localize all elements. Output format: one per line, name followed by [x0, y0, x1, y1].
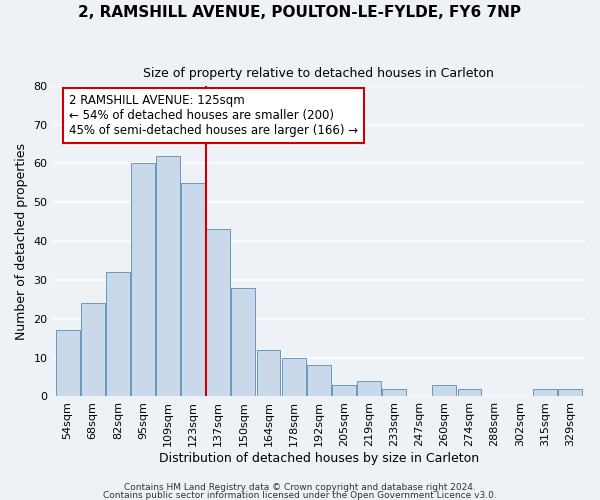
Bar: [206, 230, 230, 396]
Bar: [81, 304, 104, 396]
Bar: [533, 388, 557, 396]
Bar: [156, 156, 180, 396]
Text: 2, RAMSHILL AVENUE, POULTON-LE-FYLDE, FY6 7NP: 2, RAMSHILL AVENUE, POULTON-LE-FYLDE, FY…: [79, 5, 521, 20]
Bar: [257, 350, 280, 397]
Bar: [307, 366, 331, 396]
Bar: [56, 330, 80, 396]
Bar: [433, 385, 456, 396]
Y-axis label: Number of detached properties: Number of detached properties: [15, 142, 28, 340]
Bar: [106, 272, 130, 396]
Bar: [332, 385, 356, 396]
X-axis label: Distribution of detached houses by size in Carleton: Distribution of detached houses by size …: [159, 452, 479, 465]
Bar: [558, 388, 582, 396]
Text: Contains HM Land Registry data © Crown copyright and database right 2024.: Contains HM Land Registry data © Crown c…: [124, 484, 476, 492]
Bar: [282, 358, 305, 397]
Title: Size of property relative to detached houses in Carleton: Size of property relative to detached ho…: [143, 68, 494, 80]
Bar: [181, 183, 205, 396]
Bar: [232, 288, 256, 397]
Bar: [382, 388, 406, 396]
Bar: [458, 388, 481, 396]
Text: 2 RAMSHILL AVENUE: 125sqm
← 54% of detached houses are smaller (200)
45% of semi: 2 RAMSHILL AVENUE: 125sqm ← 54% of detac…: [68, 94, 358, 136]
Text: Contains public sector information licensed under the Open Government Licence v3: Contains public sector information licen…: [103, 490, 497, 500]
Bar: [357, 381, 381, 396]
Bar: [131, 164, 155, 396]
